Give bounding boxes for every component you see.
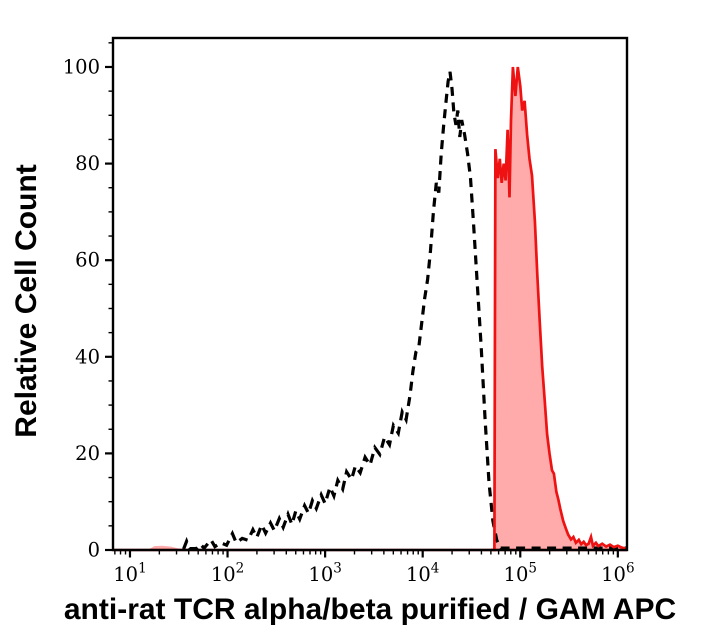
x-tick-label: 106 [601,561,634,587]
y-tick-label: 40 [75,345,100,368]
y-tick-label: 20 [75,442,100,465]
y-tick-label: 100 [63,55,100,78]
y-tick-label: 60 [75,249,100,272]
y-tick-label: 0 [88,539,100,562]
x-axis-title: anti-rat TCR alpha/beta purified / GAM A… [63,593,677,626]
series-fill-1 [147,67,626,550]
x-tick-label: 105 [504,561,537,587]
x-tick-label: 104 [406,561,439,587]
x-tick-label: 101 [113,561,146,587]
series-line-0 [182,71,627,551]
series-line-1 [490,66,626,552]
x-tick-label: 103 [308,561,341,587]
y-tick-label: 80 [75,152,100,175]
x-tick-label: 102 [211,561,244,587]
plot-border [111,36,629,552]
